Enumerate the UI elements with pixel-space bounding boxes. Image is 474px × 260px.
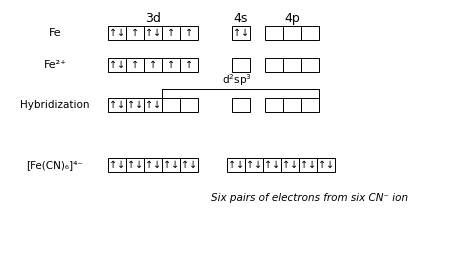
Bar bbox=[108, 58, 126, 72]
Text: ↑: ↑ bbox=[146, 100, 154, 110]
Bar bbox=[180, 98, 198, 112]
Text: ↓: ↓ bbox=[153, 100, 161, 110]
Text: ↓: ↓ bbox=[135, 160, 143, 170]
Text: ↑: ↑ bbox=[164, 160, 172, 170]
Text: Fe²⁺: Fe²⁺ bbox=[44, 60, 66, 70]
Bar bbox=[126, 158, 144, 172]
Text: ↑: ↑ bbox=[319, 160, 327, 170]
Bar bbox=[180, 26, 198, 40]
Text: ↑: ↑ bbox=[185, 60, 193, 70]
Bar bbox=[126, 98, 144, 112]
Text: 4p: 4p bbox=[284, 11, 300, 24]
Bar bbox=[180, 58, 198, 72]
Bar bbox=[144, 158, 162, 172]
Bar bbox=[227, 158, 245, 172]
Text: ↓: ↓ bbox=[153, 160, 161, 170]
Text: ↑: ↑ bbox=[146, 28, 154, 38]
Bar bbox=[301, 26, 319, 40]
Text: ↑: ↑ bbox=[185, 28, 193, 38]
Bar bbox=[317, 158, 335, 172]
Text: ↑: ↑ bbox=[131, 60, 139, 70]
Text: ↑: ↑ bbox=[149, 60, 157, 70]
Text: ↑: ↑ bbox=[246, 160, 255, 170]
Text: Six pairs of electrons from six CN⁻ ion: Six pairs of electrons from six CN⁻ ion bbox=[211, 193, 409, 203]
Text: ↑: ↑ bbox=[146, 160, 154, 170]
Bar bbox=[126, 26, 144, 40]
Bar bbox=[281, 158, 299, 172]
Bar bbox=[301, 58, 319, 72]
Bar bbox=[263, 158, 281, 172]
Text: ↓: ↓ bbox=[254, 160, 262, 170]
Text: ↓: ↓ bbox=[326, 160, 334, 170]
Bar bbox=[162, 98, 180, 112]
Text: ↑: ↑ bbox=[301, 160, 309, 170]
Text: ↓: ↓ bbox=[117, 160, 125, 170]
Bar bbox=[283, 98, 301, 112]
Text: Fe: Fe bbox=[49, 28, 61, 38]
Bar bbox=[108, 98, 126, 112]
Bar bbox=[265, 98, 283, 112]
Bar bbox=[108, 26, 126, 40]
Bar bbox=[108, 158, 126, 172]
Bar bbox=[232, 98, 250, 112]
Text: ↑: ↑ bbox=[182, 160, 190, 170]
Text: ↓: ↓ bbox=[236, 160, 244, 170]
Bar bbox=[162, 58, 180, 72]
Bar bbox=[301, 98, 319, 112]
Text: ↓: ↓ bbox=[117, 100, 125, 110]
Text: ↑: ↑ bbox=[128, 160, 136, 170]
Text: ↑: ↑ bbox=[128, 100, 136, 110]
Bar bbox=[162, 26, 180, 40]
Text: ↓: ↓ bbox=[153, 28, 161, 38]
Text: ↑: ↑ bbox=[167, 28, 175, 38]
Text: ↓: ↓ bbox=[272, 160, 280, 170]
Text: ↑: ↑ bbox=[109, 100, 118, 110]
Bar bbox=[162, 158, 180, 172]
Bar bbox=[126, 58, 144, 72]
Bar bbox=[232, 26, 250, 40]
Text: ↑: ↑ bbox=[264, 160, 273, 170]
Bar bbox=[283, 26, 301, 40]
Text: ↑: ↑ bbox=[109, 28, 118, 38]
Bar bbox=[144, 58, 162, 72]
Text: ↑: ↑ bbox=[131, 28, 139, 38]
Text: 3d: 3d bbox=[145, 11, 161, 24]
Text: ↓: ↓ bbox=[240, 28, 249, 38]
Bar bbox=[180, 158, 198, 172]
Bar bbox=[299, 158, 317, 172]
Bar bbox=[232, 58, 250, 72]
Text: d$^2$sp$^3$: d$^2$sp$^3$ bbox=[222, 72, 251, 88]
Bar bbox=[245, 158, 263, 172]
Text: ↑: ↑ bbox=[228, 160, 237, 170]
Text: ↓: ↓ bbox=[189, 160, 197, 170]
Text: ↓: ↓ bbox=[308, 160, 316, 170]
Text: 4s: 4s bbox=[234, 11, 248, 24]
Bar bbox=[144, 98, 162, 112]
Bar bbox=[265, 26, 283, 40]
Bar bbox=[283, 58, 301, 72]
Text: ↓: ↓ bbox=[117, 60, 125, 70]
Text: ↑: ↑ bbox=[167, 60, 175, 70]
Text: ↑: ↑ bbox=[233, 28, 241, 38]
Text: Hybridization: Hybridization bbox=[20, 100, 90, 110]
Text: ↓: ↓ bbox=[290, 160, 298, 170]
Text: ↓: ↓ bbox=[135, 100, 143, 110]
Text: ↑: ↑ bbox=[109, 160, 118, 170]
Text: ↓: ↓ bbox=[171, 160, 179, 170]
Text: ↓: ↓ bbox=[117, 28, 125, 38]
Bar bbox=[144, 26, 162, 40]
Text: ↑: ↑ bbox=[109, 60, 118, 70]
Text: [Fe(CN)₆]⁴⁻: [Fe(CN)₆]⁴⁻ bbox=[27, 160, 83, 170]
Bar bbox=[265, 58, 283, 72]
Text: ↑: ↑ bbox=[283, 160, 291, 170]
